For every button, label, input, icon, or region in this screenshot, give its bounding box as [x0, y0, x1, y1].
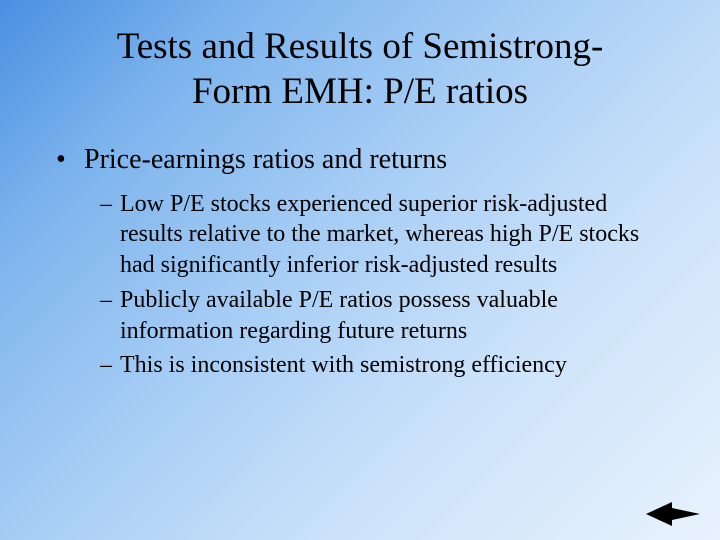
arrow-right-icon — [646, 500, 700, 528]
bullet-text: Price-earnings ratios and returns — [84, 142, 447, 178]
bullet-marker: • — [56, 142, 84, 178]
bullet-level-2: – Publicly available P/E ratios possess … — [100, 285, 672, 346]
slide-title: Tests and Results of Semistrong- Form EM… — [48, 24, 672, 114]
title-line-1: Tests and Results of Semistrong- — [117, 26, 604, 67]
bullet-level-2: – This is inconsistent with semistrong e… — [100, 350, 672, 381]
next-slide-button[interactable] — [646, 500, 700, 528]
sub-bullet-text: Publicly available P/E ratios possess va… — [120, 285, 672, 346]
title-line-2: Form EMH: P/E ratios — [192, 71, 528, 112]
bullet-level-1: • Price-earnings ratios and returns — [56, 142, 672, 178]
dash-marker: – — [100, 350, 120, 381]
sub-bullet-text: Low P/E stocks experienced superior risk… — [120, 189, 672, 281]
slide-content: Tests and Results of Semistrong- Form EM… — [0, 0, 720, 381]
bullet-level-2: – Low P/E stocks experienced superior ri… — [100, 189, 672, 281]
sub-bullet-text: This is inconsistent with semistrong eff… — [120, 350, 672, 381]
dash-marker: – — [100, 189, 120, 281]
dash-marker: – — [100, 285, 120, 346]
